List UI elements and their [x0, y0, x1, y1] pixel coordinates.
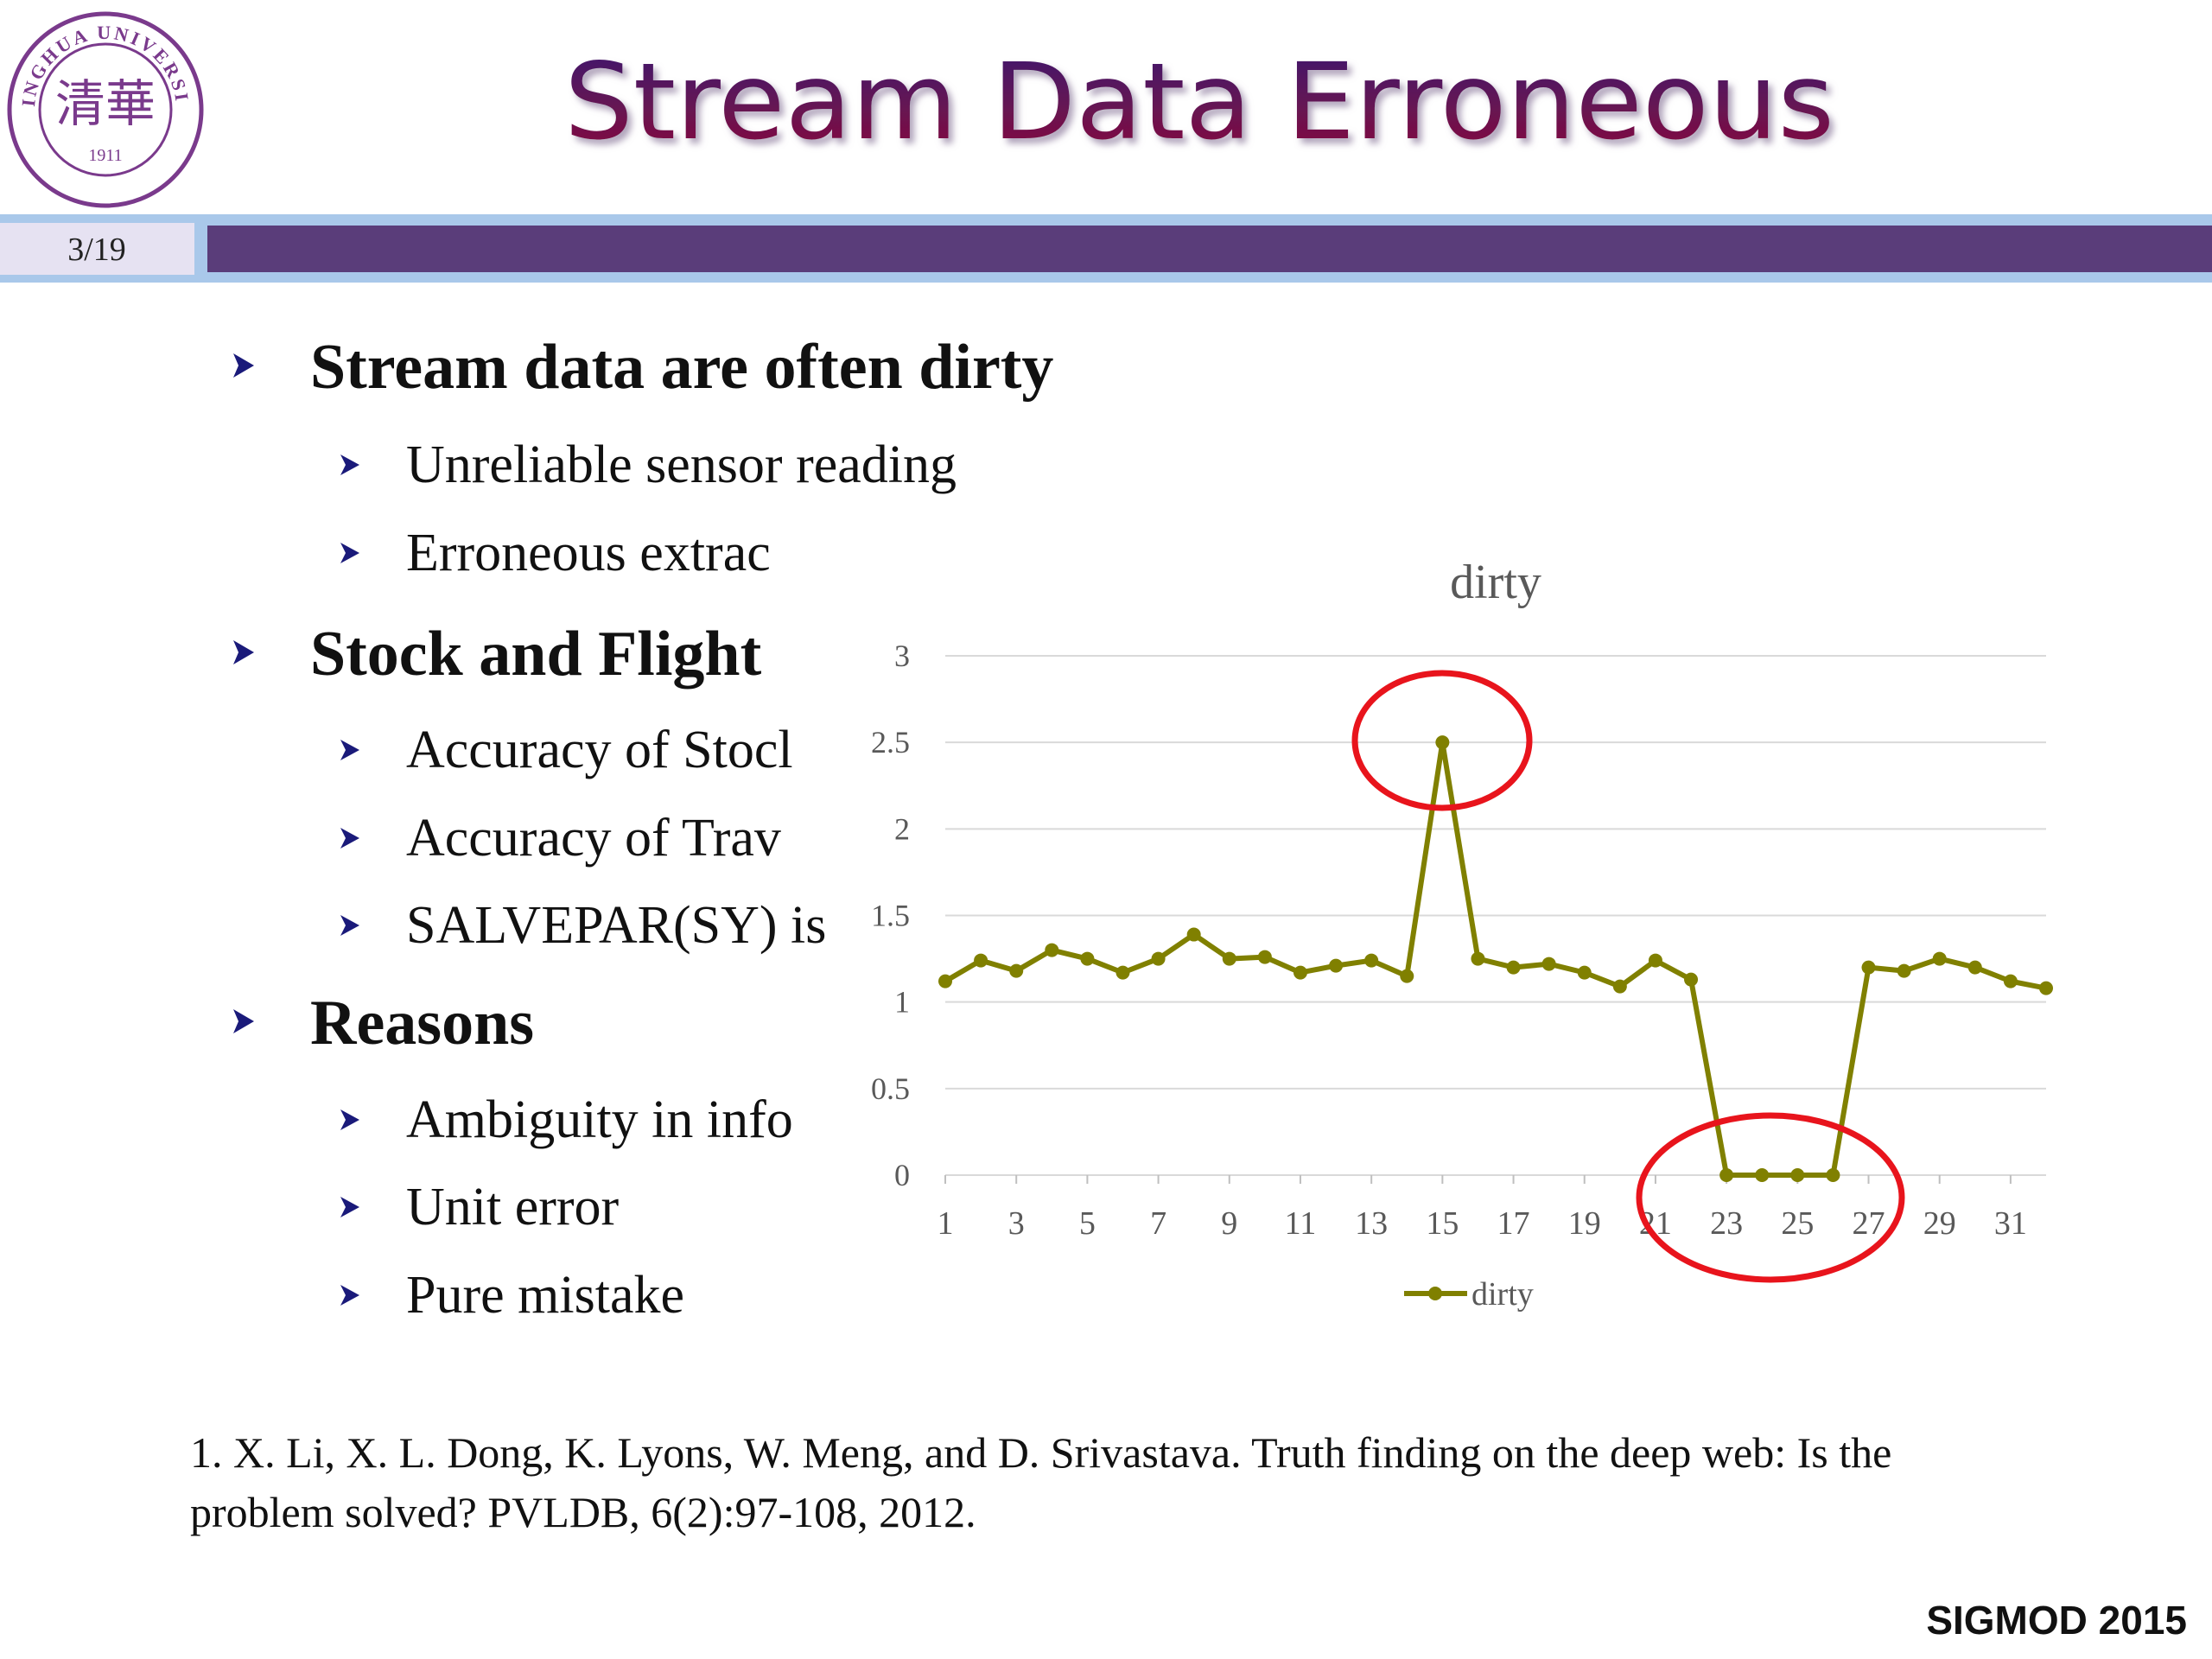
y-tick-label: 2.5	[871, 725, 910, 760]
logo-year: 1911	[88, 146, 122, 165]
data-point	[1186, 927, 1201, 942]
y-tick-label: 2	[894, 811, 910, 846]
logo-ring	[38, 42, 173, 177]
y-tick-label: 0.5	[871, 1071, 910, 1106]
sub-bullet-text: Pure mistake	[406, 1266, 684, 1325]
sub-bullet-text: Ambiguity in info	[406, 1090, 793, 1149]
y-tick-label: 3	[894, 639, 910, 673]
sub-bullet-marker	[340, 828, 359, 849]
sub-bullet-marker	[340, 454, 359, 475]
data-point	[1790, 1168, 1805, 1182]
page-box	[0, 223, 194, 275]
data-point	[1257, 950, 1272, 964]
x-tick-label: 11	[1285, 1205, 1317, 1242]
x-tick-label: 19	[1568, 1205, 1601, 1242]
chart-area	[847, 536, 2074, 1331]
sub-bullet-marker	[340, 1285, 359, 1306]
data-point	[1755, 1168, 1770, 1182]
sub-bullet-text: Erroneous extrac	[406, 524, 771, 582]
bullet-text: Reasons	[310, 988, 534, 1058]
data-point	[1897, 963, 1911, 978]
data-point	[1151, 951, 1166, 966]
x-tick-label: 5	[1079, 1205, 1096, 1242]
bullet-marker	[233, 353, 254, 378]
data-point	[1967, 960, 1982, 975]
chart-title: dirty	[1450, 556, 1541, 609]
y-tick-label: 1.5	[871, 899, 910, 933]
x-tick-label: 13	[1355, 1205, 1388, 1242]
data-point	[1116, 965, 1130, 980]
x-tick-label: 15	[1426, 1205, 1459, 1242]
data-point	[1080, 951, 1095, 966]
sub-bullet-marker	[340, 1109, 359, 1130]
data-point	[1719, 1168, 1734, 1182]
data-point	[1861, 960, 1876, 975]
footnote-line: 1. X. Li, X. L. Dong, K. Lyons, W. Meng,…	[190, 1428, 1891, 1477]
data-point	[1329, 958, 1344, 973]
sub-bullet-marker	[340, 543, 359, 563]
bullet-text: Stream data are often dirty	[310, 332, 1053, 403]
data-point	[974, 953, 988, 968]
sub-bullet-text: Unreliable sensor reading	[406, 435, 957, 494]
bullet-text: Stock and Flight	[310, 619, 762, 690]
data-point	[1612, 979, 1627, 994]
data-point	[1684, 972, 1699, 987]
x-tick-label: 1	[938, 1205, 954, 1242]
data-point	[938, 974, 952, 988]
footer-label: SIGMOD 2015	[1926, 1598, 2187, 1643]
data-point	[1009, 963, 1024, 978]
data-point	[1577, 965, 1592, 980]
x-tick-label: 17	[1497, 1205, 1530, 1242]
x-tick-label: 27	[1853, 1205, 1885, 1242]
highlight-circle	[1636, 1112, 1905, 1283]
bullet-list: Stream data are often dirty Unreliable se…	[233, 332, 1053, 1325]
sub-bullet-text: Accuracy of Stocl	[406, 721, 793, 779]
sub-bullet-text: Accuracy of Trav	[406, 809, 781, 868]
bullet-marker	[233, 640, 254, 664]
data-point	[1293, 965, 1307, 980]
y-tick-label: 0	[894, 1158, 910, 1192]
bullet-marker	[233, 1009, 254, 1033]
slide-title: Stream Data Erroneous	[564, 41, 1834, 163]
data-point	[1541, 957, 1556, 971]
data-point	[1400, 969, 1414, 983]
data-point	[1932, 951, 1947, 966]
x-tick-label: 25	[1781, 1205, 1814, 1242]
page-number: 3/19	[67, 232, 126, 268]
data-point	[1826, 1168, 1840, 1182]
data-point	[2003, 974, 2018, 988]
footnote-line: problem solved? PVLDB, 6(2):97-108, 2012…	[190, 1488, 976, 1536]
annotations	[1351, 670, 1905, 1283]
data-point	[1364, 953, 1379, 968]
data-point	[1222, 951, 1236, 966]
x-tick-label: 7	[1150, 1205, 1166, 1242]
sub-bullet-text: SALVEPAR(SY) is	[406, 896, 826, 955]
data-point	[1435, 735, 1450, 750]
legend-label: dirty	[1471, 1276, 1534, 1313]
data-point	[2039, 981, 2053, 995]
x-tick-label: 3	[1008, 1205, 1025, 1242]
x-tick-label: 9	[1221, 1205, 1237, 1242]
logo-characters: 清華	[55, 76, 156, 132]
header-bar	[207, 226, 2212, 272]
legend-marker	[1428, 1287, 1442, 1300]
x-tick-label: 29	[1923, 1205, 1956, 1242]
sub-bullet-marker	[340, 1197, 359, 1217]
x-tick-label: 23	[1710, 1205, 1743, 1242]
highlight-circle	[1351, 670, 1533, 811]
data-point	[1506, 960, 1521, 975]
data-point	[1471, 951, 1485, 966]
sub-bullet-marker	[340, 915, 359, 936]
data-point	[1045, 943, 1059, 957]
sub-bullet-text: Unit error	[406, 1178, 620, 1236]
y-tick-label: 1	[894, 985, 910, 1020]
sub-bullet-marker	[340, 740, 359, 760]
logo-ring	[7, 11, 204, 208]
data-point	[1648, 953, 1662, 968]
x-tick-label: 31	[1994, 1205, 2027, 1242]
